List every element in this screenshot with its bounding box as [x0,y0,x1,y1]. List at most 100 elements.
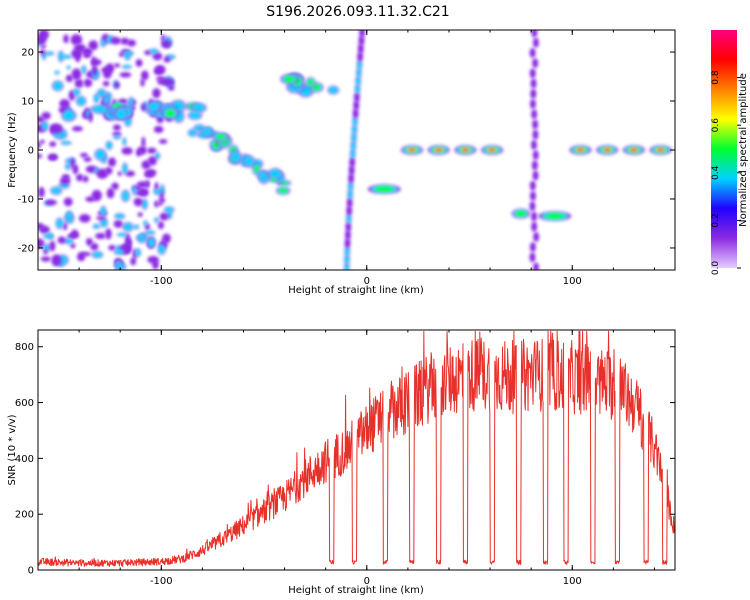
colorbar-tick-label: 0.0 [711,261,721,276]
x-tick-label: -100 [150,576,173,587]
arc-blob [359,30,366,38]
noise-blob [88,40,99,51]
vstreak-blob [533,231,540,242]
arc-blob [357,51,364,62]
noise-blob [100,39,106,48]
noise-blob [91,250,104,259]
snr-frame [37,329,676,571]
noise-blob [154,152,161,160]
noise-blob [158,139,168,144]
noise-blob [147,156,157,166]
vstreak-blob [531,221,538,232]
colorbar-tick-label: 0.2 [711,213,721,227]
noise-blob [122,222,134,232]
band-blob [162,107,179,120]
noise-blob [75,95,87,107]
noise-blob [45,199,57,206]
y-tick-label: 800 [15,342,34,353]
vstreak-blob [532,37,539,48]
noise-blob [38,153,43,159]
vstreak-blob [531,109,538,120]
noise-blob [43,249,48,255]
noise-blob [76,173,84,182]
noise-blob [92,64,98,76]
noise-blob [79,251,92,257]
noise-blob [103,95,110,106]
noise-blob [149,48,159,55]
noise-blob [157,243,166,255]
streak-blob [187,128,198,137]
snr-ylabel: SNR (10 * v/v) [7,414,18,485]
noise-blob [130,257,137,266]
vstreak-blob [531,139,538,150]
blob-minus13-b [538,211,572,222]
noise-blob [144,230,156,236]
noise-blob [70,34,83,46]
noise-blob [114,213,126,220]
noise-blob [40,120,49,132]
noise-blob [135,59,143,67]
arc-blob [345,222,352,233]
noise-blob [90,242,99,251]
noise-blob [61,174,70,180]
noise-blob [70,229,79,238]
y-tick-label: -20 [18,243,34,254]
noise-blob [126,238,132,247]
noise-blob [111,182,119,191]
noise-blob [38,222,44,230]
noise-blob [39,139,45,144]
x-tick-label: 0 [364,576,370,587]
noise-blob [82,175,89,183]
noise-blob [43,232,54,239]
noise-blob [146,236,156,249]
y-tick-label: 10 [21,97,34,108]
noise-blob [83,52,92,59]
colorbar-tick-label: 0.4 [711,165,721,180]
arc-blob [353,92,360,103]
vstreak-blob [530,88,537,99]
noise-blob [49,240,56,252]
y-tick-label: 600 [15,398,34,409]
noise-blob [72,88,81,97]
arc-blob [347,181,354,192]
noise-blob [63,34,69,44]
y-tick-label: 400 [15,454,34,465]
streak-blob [213,132,229,141]
noise-blob [99,205,107,217]
arc-blob [358,35,365,46]
noise-blob [113,63,121,68]
noise-blob [79,214,91,223]
noise-blob [134,248,142,257]
arc-blob [348,165,355,176]
noise-blob [147,255,159,264]
arc-blob [344,238,351,249]
noise-blob [154,68,162,75]
noise-blob [141,103,146,112]
noise-blob [93,93,100,104]
arc-blob [355,76,362,87]
colorbar-gradient [711,30,737,268]
noise-blob [124,116,132,127]
vstreak-blob [532,129,539,140]
zero-line-blob [569,145,592,155]
noise-blob [88,112,93,123]
streak-blob [257,170,266,179]
noise-blob [95,232,106,240]
noise-blob [63,238,74,245]
noise-blob [40,44,47,49]
snr-xlabel: Height of straight line (km) [288,585,424,596]
arc-blob [344,246,351,257]
y-tick-label: -10 [18,194,34,205]
noise-blob [42,243,52,252]
zero-line-blob [427,145,450,155]
noise-blob [154,200,159,208]
band-blob [190,102,207,113]
vstreak-blob [529,201,536,212]
noise-blob [63,197,73,207]
vstreak-blob [529,99,536,110]
noise-blob [120,37,130,45]
zero-line-blob [400,145,423,155]
noise-blob [118,263,127,270]
noise-blob [65,74,73,83]
noise-blob [48,155,58,160]
